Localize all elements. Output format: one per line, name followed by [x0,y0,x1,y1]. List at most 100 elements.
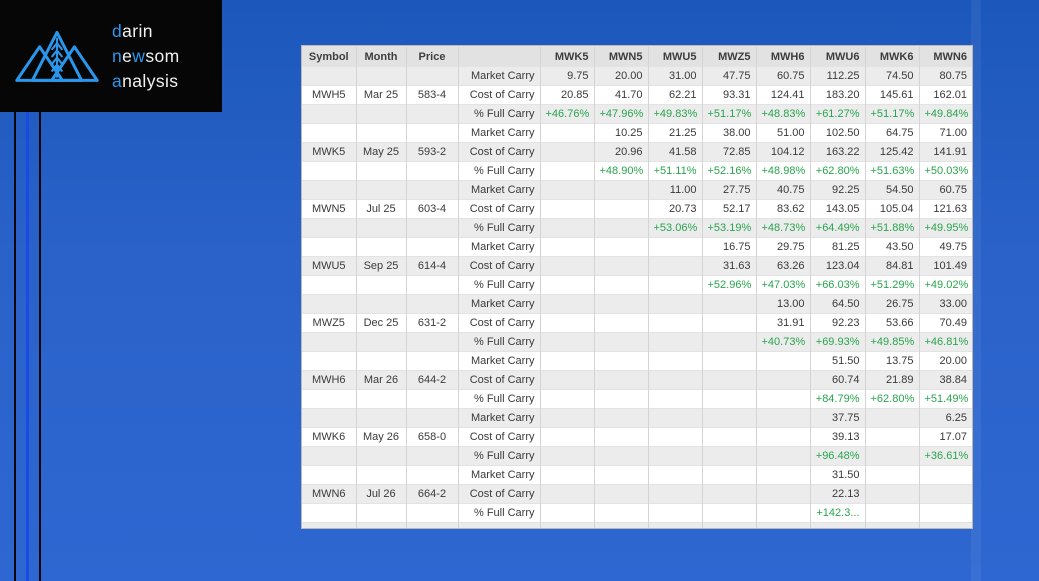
row-label-cell: Cost of Carry [457,85,540,105]
table-row: % Full Carry +84.79% +62.80% +51.49% [302,389,972,409]
price-cell: 644-2 [405,370,458,390]
row-label-cell: % Full Carry [457,275,540,295]
value-cell: +48.90% [593,161,648,181]
value-cell: +62.80% [864,389,919,409]
value-cell: 60.74 [809,370,865,390]
row-label-cell: % Full Carry [457,389,540,409]
value-cell [755,389,810,409]
column-header-mwh6[interactable]: MWH6 [755,46,810,67]
symbol-cell: MWK5 [302,142,356,162]
value-cell: +49.84% [918,104,972,124]
value-cell [302,522,356,528]
value-cell [701,465,756,485]
column-header-mwn5[interactable]: MWN5 [593,46,648,67]
column-header-mwk5[interactable]: MWK5 [539,46,594,67]
column-header-month[interactable]: Month [355,46,406,67]
row-label-cell: Cost of Carry [457,256,540,276]
price-cell: 603-4 [405,199,458,219]
value-cell: 93.31 [701,85,756,105]
value-cell [755,370,810,390]
month-cell [355,408,406,428]
value-cell: 40.75 [755,180,810,200]
dna-logo: darin newsom analysis [0,0,222,112]
price-cell [405,408,458,428]
row-label-cell: Cost of Carry [457,199,540,219]
value-cell: +51.17% [864,104,919,124]
value-cell [701,503,756,523]
value-cell: +51.17% [701,104,756,124]
value-cell: 83.62 [755,199,810,219]
value-cell: 38.00 [701,123,756,143]
value-cell [539,408,594,428]
value-cell: 60.75 [755,66,810,86]
value-cell: +49.95% [918,218,972,238]
carry-table: Symbol Month Price MWK5 MWN5 MWU5 MWZ5 MWH6 MWU6… [302,46,972,528]
decor-line-blue [26,112,29,581]
value-cell [539,446,594,466]
value-cell: 31.50 [809,465,865,485]
value-cell [755,351,810,371]
value-cell: 52.17 [701,199,756,219]
value-cell [593,332,648,352]
row-label-cell: Market Carry [457,66,540,86]
value-cell: 92.23 [809,313,865,333]
value-cell [539,294,594,314]
value-cell: +40.73% [755,332,810,352]
month-cell: Jul 26 [355,484,406,504]
value-cell [647,294,702,314]
value-cell: 102.50 [809,123,865,143]
value-cell: +46.81% [918,332,972,352]
column-header-price[interactable]: Price [405,46,458,67]
symbol-cell: MWH5 [302,85,356,105]
table-row: MWK5 May 25 593-2 Cost of Carry 20.96 41.58 72… [302,142,972,162]
value-cell: +48.98% [755,161,810,181]
column-header-blank[interactable] [457,46,540,67]
price-cell [405,332,458,352]
table-row: Market Carry 37.75 6.25 [302,408,972,428]
column-header-mwu5[interactable]: MWU5 [647,46,702,67]
table-row: % Full Carry +48.90% +51.11% +52.16% +48.98%… [302,161,972,181]
value-cell [918,503,972,523]
month-cell [355,66,406,86]
price-cell [405,66,458,86]
month-cell [355,389,406,409]
table-row: Market Carry 16.75 29.75 81.25 43.50 49.75 [302,237,972,257]
value-cell [593,218,648,238]
symbol-cell [302,465,356,485]
value-cell: 101.49 [918,256,972,276]
value-cell [647,427,702,447]
value-cell [539,503,594,523]
price-cell: 658-0 [405,427,458,447]
logo-line: newsom [112,45,180,66]
table-header-row: Symbol Month Price MWK5 MWN5 MWU5 MWZ5 MWH6 MWU6… [302,46,972,67]
value-cell [539,522,594,528]
column-header-mwn6[interactable]: MWN6 [918,46,972,67]
value-cell [593,256,648,276]
column-header-symbol[interactable]: Symbol [302,46,356,67]
price-cell: 583-4 [405,85,458,105]
value-cell [918,484,972,504]
value-cell: 84.81 [864,256,919,276]
value-cell: 70.49 [918,313,972,333]
table-row: Market Carry 31.50 [302,465,972,485]
value-cell [755,427,810,447]
table-row: MWH6 Mar 26 644-2 Cost of Carry 60.74 21.89 38… [302,370,972,390]
column-header-mwu6[interactable]: MWU6 [809,46,865,67]
value-cell [755,484,810,504]
column-header-mwk6[interactable]: MWK6 [864,46,919,67]
value-cell: 60.75 [918,180,972,200]
value-cell: 16.75 [701,237,756,257]
column-header-mwz5[interactable]: MWZ5 [701,46,756,67]
value-cell [593,427,648,447]
value-cell [539,313,594,333]
symbol-cell [302,351,356,371]
value-cell [647,522,702,528]
value-cell: 162.01 [918,85,972,105]
value-cell: 13.00 [755,294,810,314]
value-cell: +47.96% [593,104,648,124]
value-cell: +53.19% [701,218,756,238]
value-cell [701,484,756,504]
symbol-cell: MWN6 [302,484,356,504]
value-cell: 123.04 [809,256,865,276]
value-cell [539,256,594,276]
